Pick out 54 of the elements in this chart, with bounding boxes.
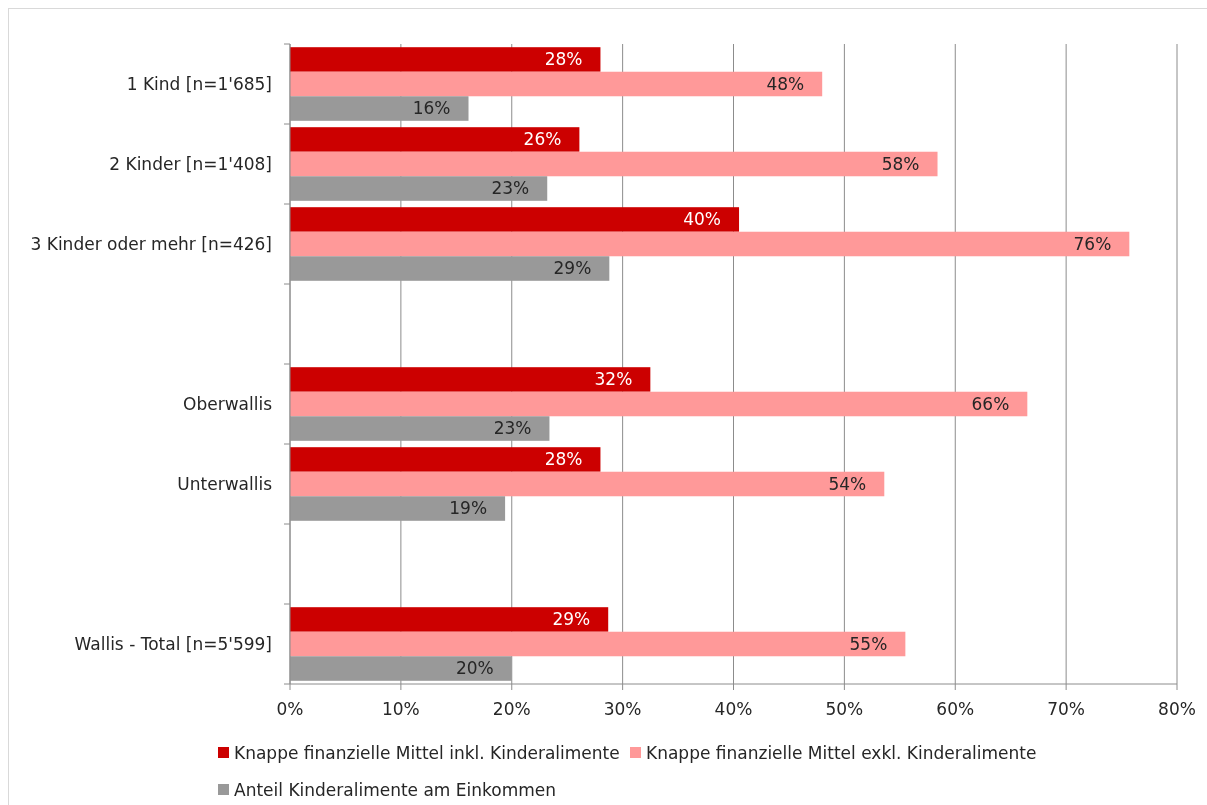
bar [290, 471, 885, 497]
bar [290, 47, 601, 72]
legend-label: Anteil Kinderalimente am Einkommen [234, 779, 557, 800]
y-tick-label: 1 Kind [n=1'685] [126, 73, 272, 94]
data-label: 48% [766, 73, 805, 94]
y-tick-label: Wallis - Total [n=5'599] [74, 633, 272, 654]
data-label: 19% [449, 498, 488, 519]
bar [290, 631, 906, 657]
bar [290, 447, 601, 472]
data-label: 29% [552, 609, 591, 630]
x-tick-label: 40% [714, 699, 753, 719]
data-label: 55% [849, 633, 888, 654]
y-tick-label: 2 Kinder [n=1'408] [109, 153, 272, 174]
legend-label: Knappe finanzielle Mittel inkl. Kinderalimente [234, 742, 620, 763]
data-label: 29% [553, 258, 592, 279]
x-tick-label: 10% [381, 699, 420, 719]
bar [290, 256, 610, 281]
x-tick-label: 80% [1158, 699, 1196, 719]
y-tick-label: Unterwallis [177, 473, 273, 494]
bar [290, 416, 550, 441]
data-label: 28% [544, 449, 583, 470]
bar [290, 231, 1130, 257]
x-tick-label: 30% [603, 699, 642, 719]
data-label: 23% [493, 418, 532, 439]
bar [290, 96, 469, 121]
x-tick-label: 60% [936, 699, 975, 719]
data-label: 28% [544, 49, 583, 70]
x-tick-label: 50% [825, 699, 864, 719]
data-label: 66% [971, 393, 1010, 414]
bar [290, 207, 740, 232]
data-label: 32% [594, 369, 633, 390]
bar [290, 127, 580, 152]
data-label: 23% [491, 178, 530, 199]
data-label: 58% [881, 153, 920, 174]
data-label: 16% [412, 98, 451, 119]
data-label: 26% [523, 129, 562, 150]
bar [290, 71, 823, 97]
data-label: 40% [683, 209, 722, 230]
y-tick-label: Oberwallis [183, 393, 273, 414]
data-label: 20% [455, 658, 494, 679]
bar [290, 151, 938, 177]
bar [290, 391, 1028, 417]
data-label: 76% [1073, 233, 1112, 254]
bar [290, 607, 609, 632]
legend-label: Knappe finanzielle Mittel exkl. Kinderalimente [646, 742, 1037, 763]
bar [290, 176, 548, 201]
bar [290, 656, 512, 681]
bar [290, 496, 506, 521]
x-tick-label: 70% [1047, 699, 1086, 719]
bar [290, 367, 651, 392]
x-tick-label: 20% [492, 699, 531, 719]
y-tick-label: 3 Kinder oder mehr [n=426] [30, 233, 272, 254]
x-tick-label: 0% [276, 699, 304, 719]
data-label: 54% [828, 473, 867, 494]
